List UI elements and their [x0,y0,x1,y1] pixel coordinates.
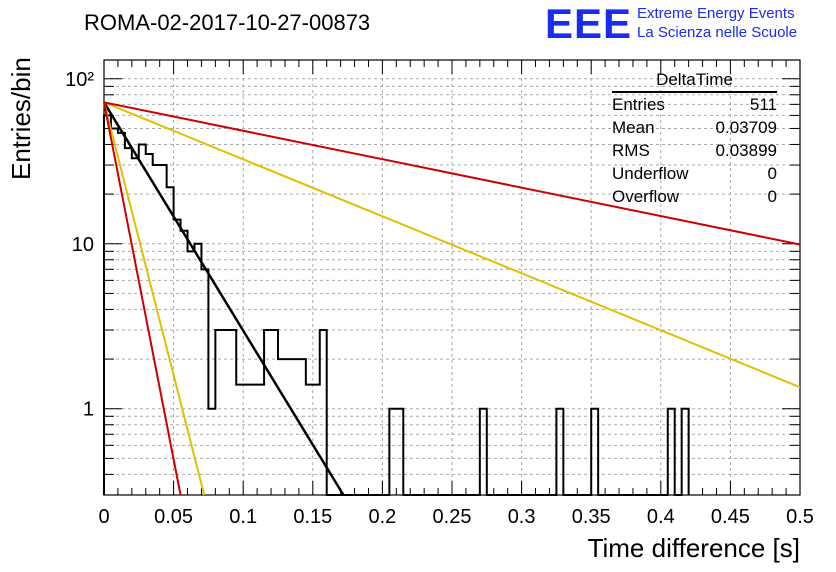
fit-line [103,102,206,496]
histogram-outline [103,114,690,496]
y-tick-label: 10 [72,234,94,256]
eee-logo: EEE [545,0,633,47]
stats-row: Underflow 0 [612,162,777,185]
stats-label: Entries [612,95,665,114]
fit-lines [102,101,801,496]
stats-label: Underflow [612,164,689,183]
x-tick-label: 0.5 [786,506,814,528]
x-tick-label: 0 [98,506,109,528]
stats-value: 511 [749,95,777,114]
y-tick-label: 1 [83,399,94,421]
stats-label: Mean [612,118,655,137]
x-tick-label: 0.05 [154,506,193,528]
stats-value: 0 [767,164,777,183]
fit-line [103,101,801,246]
branding-line-2: La Scienza nelle Scuole [637,24,798,41]
fit-line [102,101,345,496]
stats-title: DeltaTime [612,70,777,93]
x-tick-label: 0.25 [433,506,472,528]
stats-value: 0.03899 [715,141,777,160]
stats-row: RMS 0.03899 [612,139,777,162]
x-tick-label: 0.3 [508,506,536,528]
stats-label: Overflow [612,187,680,206]
axes: 0 0.05 0.1 0.15 0.2 0.25 0.3 0.35 0.4 0.45 0.5 1 10 1… [65,59,814,528]
stats-label: RMS [612,141,650,160]
x-tick-label: 0.2 [368,506,396,528]
stats-value: 0.03709 [715,118,777,137]
stats-row: Overflow 0 [612,185,777,208]
histogram [103,114,690,496]
fit-line [103,102,182,496]
x-axis-label: Time difference [s] [587,533,800,563]
stats-row: Entries 511 [612,93,777,116]
x-tick-label: 0.4 [647,506,675,528]
fit-line [103,101,801,389]
x-tick-label: 0.15 [293,506,332,528]
x-tick-label: 0.35 [572,506,611,528]
stats-value: 0 [767,187,777,206]
stats-box: DeltaTime Entries 511 Mean 0.03709 RMS 0.0389… [612,70,777,208]
y-tick-label: 10² [65,69,94,91]
stats-row: Mean 0.03709 [612,116,777,139]
branding-line-1: Extreme Energy Events [637,5,795,22]
y-axis-label: Entries/bin [6,57,36,180]
x-tick-label: 0.1 [229,506,257,528]
x-tick-label: 0.45 [711,506,750,528]
chart-title: ROMA-02-2017-10-27-00873 [84,10,371,35]
